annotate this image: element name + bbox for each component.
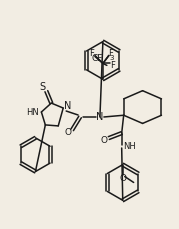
Text: N: N [96,112,104,122]
Text: F: F [108,49,113,58]
Text: O: O [100,136,107,144]
Text: CF: CF [91,54,103,63]
Text: O: O [119,174,126,183]
Text: HN: HN [26,108,39,117]
Text: NH: NH [123,142,136,152]
Text: F: F [110,61,115,70]
Text: F: F [90,49,94,58]
Text: O: O [65,128,72,137]
Text: N: N [64,101,72,111]
Text: S: S [39,82,45,92]
Text: 3: 3 [110,55,114,61]
